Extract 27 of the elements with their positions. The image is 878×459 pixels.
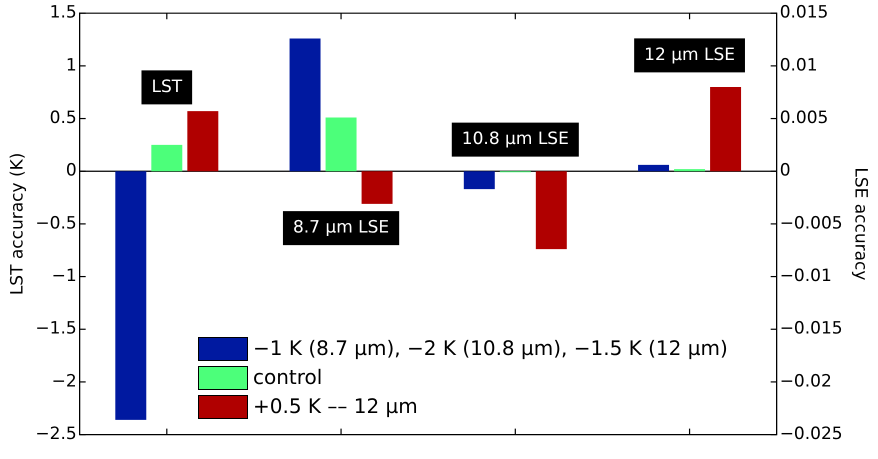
y-tick-label: −0.5	[35, 213, 77, 234]
y2-tick-label: −0.015	[780, 318, 843, 339]
y-tick-label: 1.5	[50, 2, 77, 23]
annotation: 12 μm LSE	[644, 44, 735, 65]
y2-tick-label: 0.005	[780, 108, 828, 128]
y-tick-label: −1.5	[35, 318, 77, 339]
y-tick-label: 0	[66, 160, 77, 181]
y2-tick-label: 0	[780, 160, 791, 181]
y-tick-label: −1	[52, 266, 77, 286]
y2-tick-label: 0.01	[780, 55, 818, 76]
y2-tick-label: −0.005	[780, 213, 843, 234]
legend-label: control	[253, 364, 322, 391]
legend-label: −1 K (8.7 μm), −2 K (10.8 μm), −1.5 K (12 μm)	[253, 335, 728, 362]
y2-tick-label: −0.01	[780, 266, 832, 286]
annotation: 8.7 μm LSE	[292, 218, 390, 238]
annotation: 10.8 μm LSE	[462, 129, 569, 150]
annotation: LST	[151, 76, 183, 97]
y-tick-label: 0.5	[50, 108, 77, 128]
y-tick-label: −2	[52, 371, 77, 392]
legend-label: +0.5 K –– 12 μm	[253, 393, 418, 420]
y2-axis-title: LSE accuracy	[850, 167, 870, 280]
y2-tick-label: −0.02	[780, 371, 832, 392]
y-tick-label: −2.5	[35, 424, 77, 444]
y2-tick-label: −0.025	[780, 424, 843, 444]
y-tick-label: 1	[66, 55, 77, 76]
y2-tick-label: 0.015	[780, 2, 828, 23]
y-axis-title: LST accuracy (K)	[8, 152, 28, 296]
